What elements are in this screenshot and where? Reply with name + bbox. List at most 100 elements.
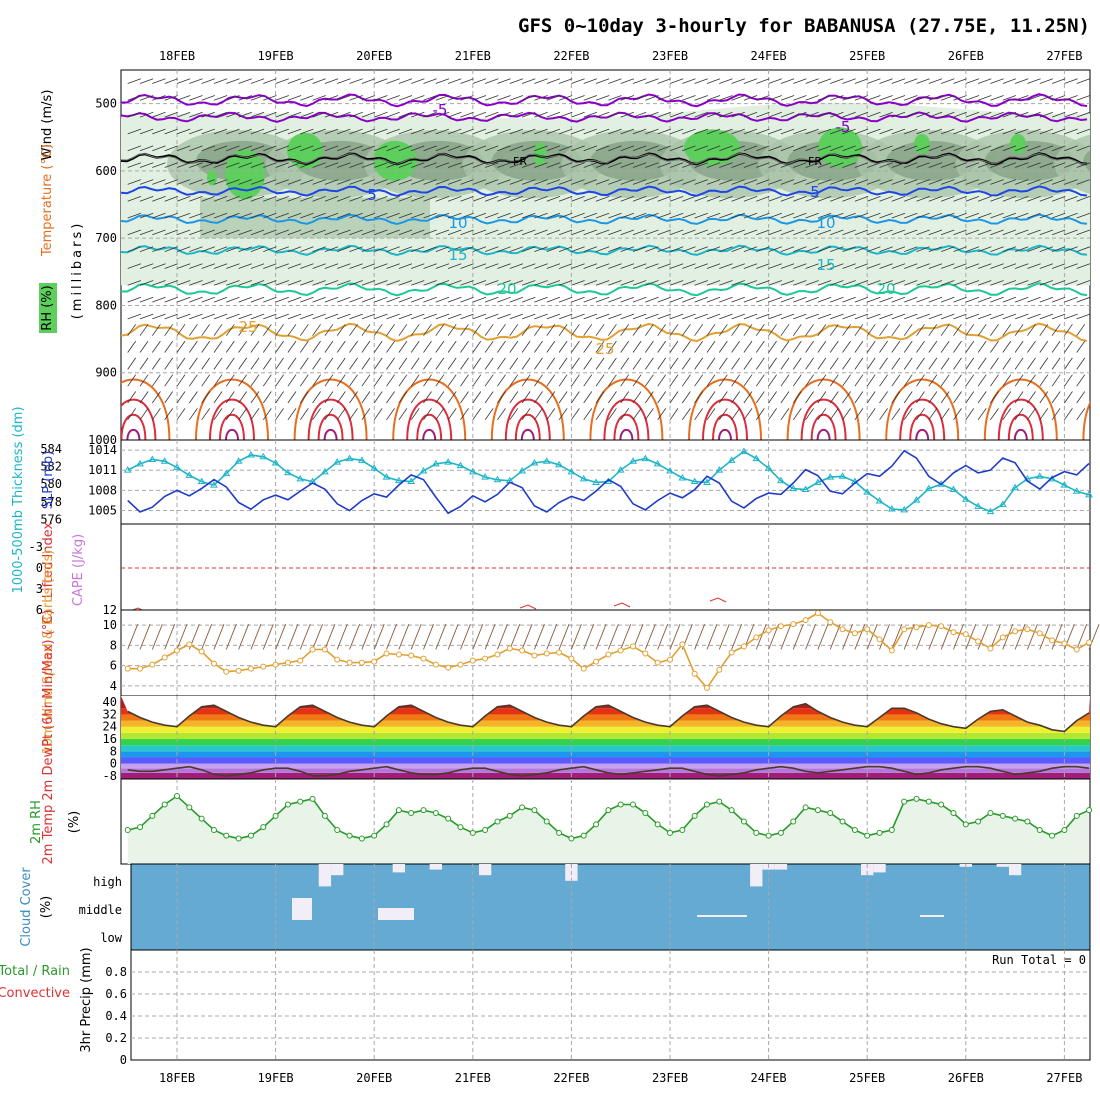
cloud-middle-bar [292,898,312,920]
wind10-line-point [223,668,230,675]
wind-barb [1002,280,1017,286]
wind-barb [805,196,819,202]
wind-barb [842,162,856,168]
wind10-barb [497,623,508,650]
wind-barb [879,111,893,118]
temp-color-band [121,757,1090,764]
wind-barb [805,246,819,252]
wind-barb [189,212,203,219]
wind-barb [176,280,191,286]
wind-barb [324,313,339,320]
wind-barb [866,357,876,370]
wind-barb [645,296,659,303]
wind-barb [879,196,893,202]
wind-barb [608,357,617,370]
wind-barb [644,340,654,353]
wind-barb [484,374,494,387]
contour-label: 25 [595,340,614,358]
wind-barb [904,179,918,185]
wind-barb [842,246,856,252]
thickness-line-point [789,484,798,492]
wind-barb [657,324,667,336]
wind-barb [398,324,408,336]
wind-barb [657,111,671,118]
wind-barb [571,391,580,404]
wind-barb [793,263,807,269]
wind-barb [866,324,876,336]
wind-barb [558,324,568,336]
wind-barb [176,324,186,336]
wind-barb [731,179,745,185]
wind-barb [546,357,556,370]
wind-barb [620,374,630,387]
thickness-line-point [542,457,551,464]
wind-barb [1014,280,1029,286]
wind-barb [632,78,647,84]
wind10-line-point [260,663,267,670]
thickness-line-point [666,466,674,474]
wind-barb [546,95,561,101]
wind-barb [1064,162,1078,168]
wind10-barb [201,623,213,650]
wind-barb [176,313,191,320]
thickness-line-point [518,466,526,474]
wind-barb [681,357,691,370]
rh2m-line-point [469,829,476,836]
wind-barb [312,179,326,185]
wind-barb [632,179,647,185]
wind-barb [1064,357,1073,370]
wind-barb [743,78,758,84]
wind-barb [225,391,235,404]
wind-barb [312,374,321,387]
wind-barb [928,145,943,152]
wind-barb [706,313,721,320]
wind-barb [645,179,659,185]
wind-barb [904,162,918,168]
wind-barb [965,296,980,303]
wind-barb [842,408,851,421]
thickness-tick-label: 584 [40,442,62,456]
wind-barb [1039,95,1054,101]
wind-barb [534,296,548,303]
wind-barb [534,229,548,236]
wind-tick-label: 4 [110,679,117,693]
thickness-line-point [715,466,724,473]
thickness-tick-label: 576 [40,513,62,527]
wind-barb [916,280,930,286]
wind-barb [337,263,351,269]
contour-label: 15 [816,256,835,274]
wind-barb [238,246,252,252]
wind-barb [374,145,388,152]
wind-barb [1002,212,1017,219]
wind-barb [632,196,647,202]
wind-barb [719,78,733,84]
wind-barb [558,162,573,168]
wind-barb [965,280,980,286]
wind-barb [990,229,1004,236]
thickness-line-point [1072,487,1081,494]
wind-barb [534,246,548,252]
wind-barb [1014,313,1029,320]
wind-barb [472,313,487,320]
wind10-line-point [395,651,402,658]
wind-barb [213,391,223,404]
wind-barb [238,324,248,336]
wind-barb [127,357,137,370]
wind-barb [805,324,814,336]
wind10-barb [484,623,496,650]
wind-barb [854,128,869,135]
wind-barb [275,111,289,118]
wind-barb [447,229,462,236]
wind-barb [287,374,297,387]
wind10-line-point [371,658,378,665]
contour-25 [121,322,1088,343]
wind-barb [423,196,437,202]
wind-barb [756,196,770,202]
wind-barb [904,313,918,320]
wind-barb [928,340,938,353]
wind-barb [571,111,585,118]
wind-barb [238,374,248,387]
wind-barb [681,324,691,336]
wind-barb [682,78,696,84]
wind10-line-point [457,661,464,668]
